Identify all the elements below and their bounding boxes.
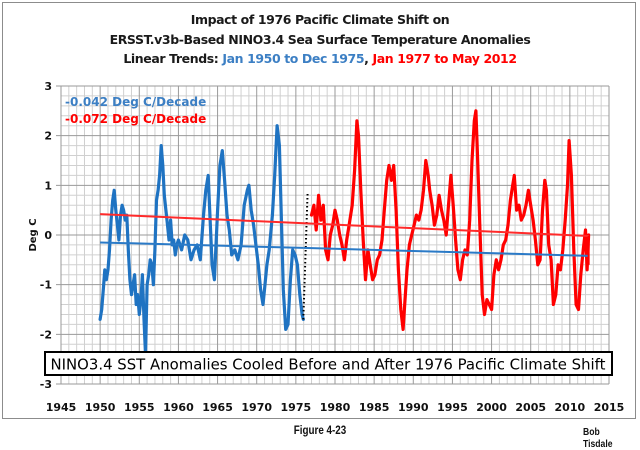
series-layer (98, 109, 591, 356)
grid-major (56, 85, 610, 385)
x-tick-label: 1950 (85, 401, 116, 414)
x-tick-label: 2005 (515, 401, 546, 414)
trend-line-2 (100, 213, 589, 237)
y-tick-label: -2 (40, 328, 52, 341)
figure-label: Figure 4-23 (293, 423, 347, 437)
trend-layer (100, 213, 590, 265)
y-tick-label: 1 (44, 179, 52, 192)
subtitle-period-1: Jan 1950 to Dec 1975 (222, 51, 365, 66)
series-line-1 (98, 124, 305, 356)
x-tick-label: 1990 (398, 401, 429, 414)
y-tick-label: 0 (44, 229, 52, 242)
chart-title-line-1: Impact of 1976 Pacific Climate Shift on (190, 12, 450, 27)
x-tick-label: 1955 (124, 401, 155, 414)
x-tick-label: 1985 (359, 401, 390, 414)
y-tick-label: 3 (44, 80, 52, 93)
banner-box (44, 351, 613, 376)
banner-text: NINO3.4 SST Anomalies Cooled Before and … (51, 356, 606, 374)
x-tick-label: 1965 (202, 401, 233, 414)
x-tick-label: 1995 (437, 401, 468, 414)
trend-annotation-2: -0.072 Deg C/Decade (65, 112, 206, 126)
trend-line-1 (100, 241, 304, 249)
y-tick-label: 2 (44, 130, 52, 143)
x-tick-label: 1960 (163, 401, 194, 414)
climate-shift-divider (302, 192, 309, 320)
y-tick-label: -1 (40, 279, 52, 292)
x-tick-label: 1975 (281, 401, 312, 414)
x-tick-label: 2000 (476, 401, 507, 414)
x-tick-label: 1970 (241, 401, 272, 414)
x-tick-label: 1945 (46, 401, 77, 414)
trend-annotation-1: -0.042 Deg C/Decade (65, 95, 206, 109)
subtitle-separator: , (364, 51, 373, 66)
series-line-2 (309, 109, 591, 331)
x-tick-label: 2010 (555, 401, 586, 414)
y-axis-label: Deg C (28, 218, 39, 251)
author-credit: Bob Tisdale (583, 426, 613, 450)
x-tick-label: 2015 (594, 401, 625, 414)
trend-line-3 (303, 246, 589, 257)
y-tick-label: -3 (40, 378, 52, 391)
chart-title-line-2: ERSST.v3b-Based NINO3.4 Sea Surface Temp… (109, 32, 531, 47)
chart-subtitle: Linear Trends: Jan 1950 to Dec 1975, Jan… (0, 51, 640, 66)
subtitle-prefix: Linear Trends: (123, 51, 223, 66)
subtitle-period-2: Jan 1977 to May 2012 (372, 51, 517, 66)
axis-tick-labels: -3 -2 -1 0 1 2 3 1945 1950 1955 1960 1965 1970 1975 19… (40, 80, 625, 414)
x-tick-label: 1980 (320, 401, 351, 414)
